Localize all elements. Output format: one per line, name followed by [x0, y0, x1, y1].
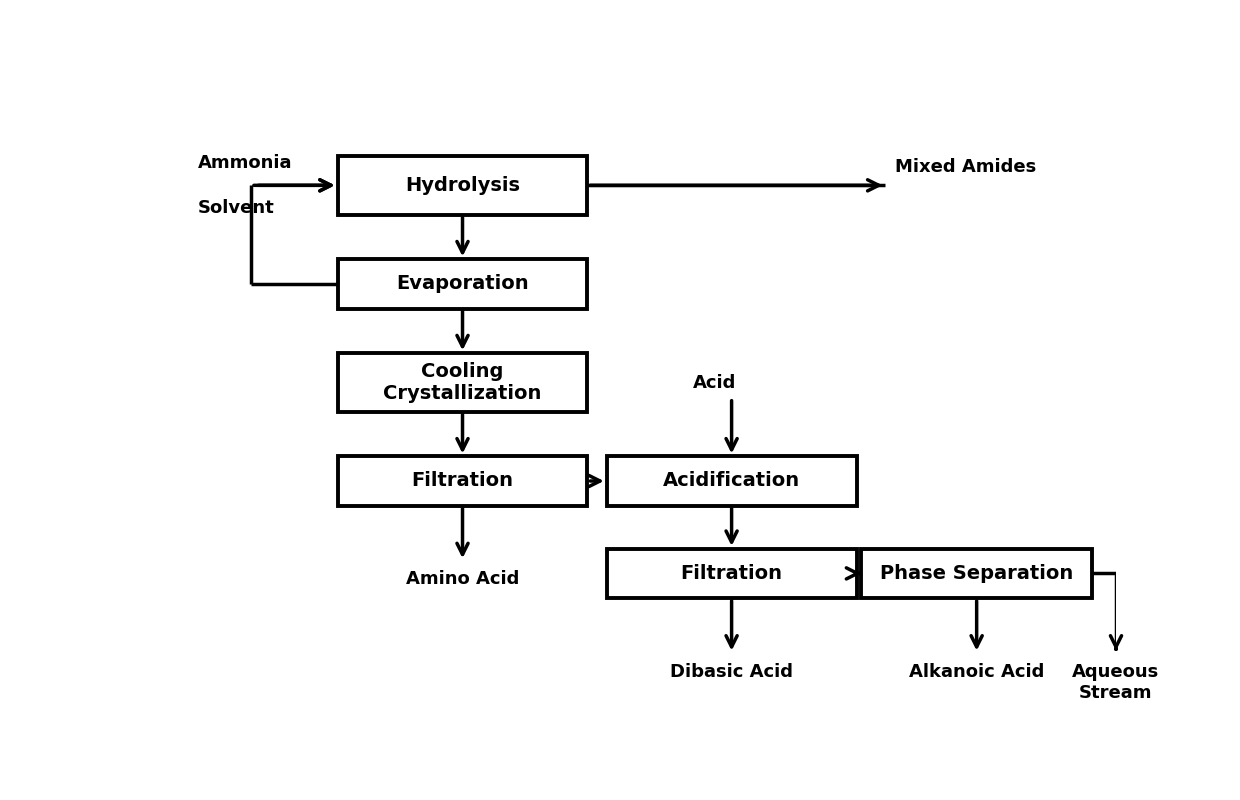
Bar	[337, 456, 588, 506]
Text: Dibasic Acid: Dibasic Acid	[670, 662, 794, 681]
Bar	[337, 156, 588, 214]
Text: Cooling
Crystallization: Cooling Crystallization	[383, 362, 542, 403]
Text: Hydrolysis: Hydrolysis	[405, 176, 520, 195]
Text: Phase Separation: Phase Separation	[880, 564, 1074, 583]
Text: Filtration: Filtration	[681, 564, 782, 583]
Bar	[337, 353, 588, 412]
Bar	[606, 549, 857, 598]
Text: Solvent: Solvent	[198, 199, 275, 217]
Bar	[606, 456, 857, 506]
Text: Alkanoic Acid: Alkanoic Acid	[909, 662, 1044, 681]
Text: Aqueous
Stream: Aqueous Stream	[1073, 662, 1159, 702]
Text: Acid: Acid	[693, 374, 737, 392]
Text: Evaporation: Evaporation	[397, 274, 528, 294]
Text: Mixed Amides: Mixed Amides	[895, 158, 1037, 176]
Bar	[337, 259, 588, 309]
Text: Filtration: Filtration	[412, 471, 513, 490]
Bar	[862, 549, 1092, 598]
Text: Acidification: Acidification	[663, 471, 800, 490]
Text: Ammonia: Ammonia	[198, 154, 293, 172]
Text: Amino Acid: Amino Acid	[405, 570, 520, 588]
